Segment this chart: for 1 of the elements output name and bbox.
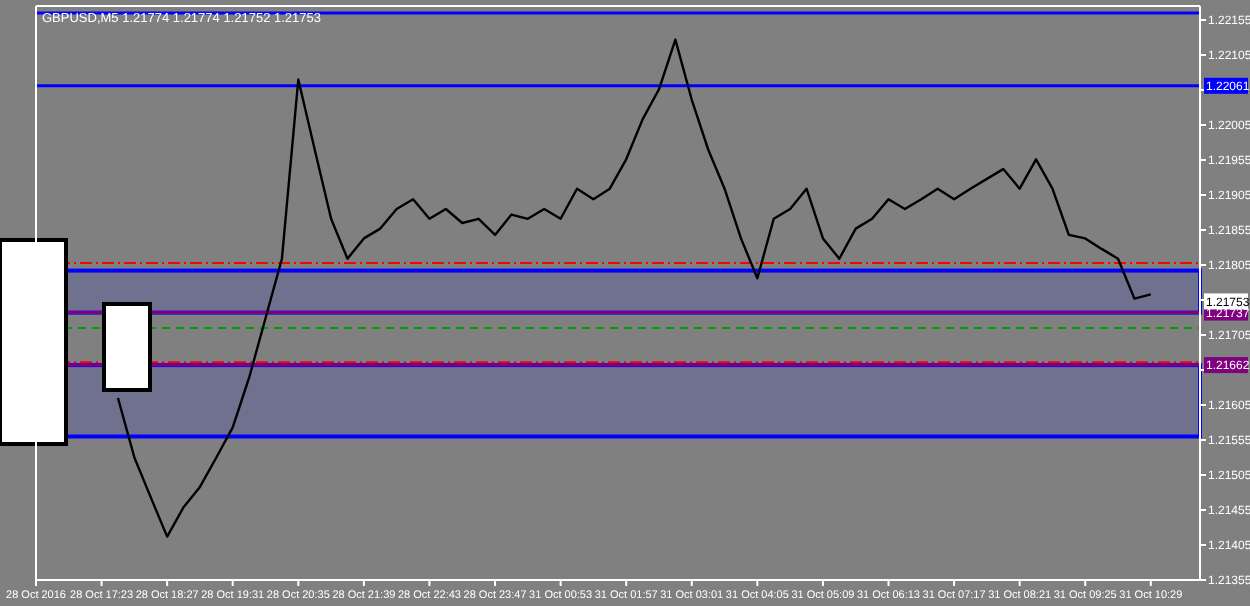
line-series	[116, 38, 1153, 538]
